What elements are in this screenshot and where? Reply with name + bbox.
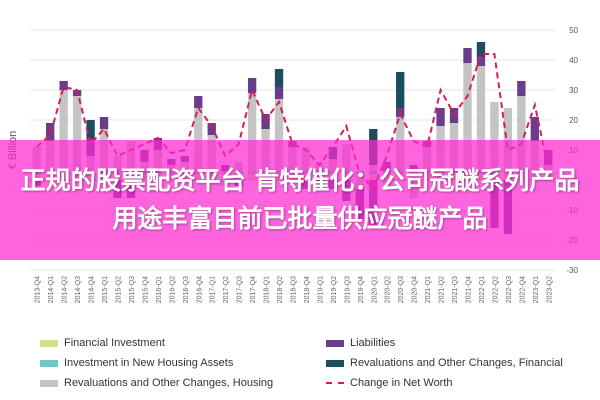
x-tick-label: 2016-Q4: [196, 276, 203, 303]
bar-liabilities: [194, 96, 203, 108]
legend-swatch-new-housing: [40, 359, 58, 367]
legend-swatch-reval-housing: [40, 379, 58, 387]
bar-liabilities: [247, 78, 257, 93]
legend-item-new-housing: Investment in New Housing Assets: [40, 353, 233, 373]
legend-item-reval-financial: Revaluations and Other Changes, Financia…: [326, 353, 563, 373]
overlay-banner: 正规的股票配资平台 肯特催化：公司冠醚系列产品用途丰富目前已批量供应冠醚产品: [0, 140, 600, 260]
x-tick-label: 2015-Q1: [102, 276, 109, 303]
bar-revaluations-and-other-changes-housing: [194, 108, 203, 171]
bar-revaluations-and-other-changes-financial: [274, 69, 284, 87]
bar-revaluations-and-other-changes-housing: [247, 93, 257, 171]
bar-revaluations-and-other-changes-housing: [59, 90, 68, 168]
x-tick-label: 2014-Q3: [75, 276, 82, 303]
legend-item-reval-housing: Revaluations and Other Changes, Housing: [40, 373, 273, 393]
legend-label: Financial Investment: [64, 337, 165, 349]
legend-swatch-financial-investment: [40, 339, 58, 347]
bar-liabilities: [59, 81, 68, 90]
legend-label: Revaluations and Other Changes, Housing: [64, 377, 274, 389]
y-tick-label: 30: [569, 86, 578, 95]
x-tick-label: 2021-Q1: [425, 276, 432, 303]
x-tick-label: 2015-Q3: [129, 276, 136, 303]
x-tick-label: 2018-Q2: [277, 276, 284, 303]
x-tick-label: 2020-Q3: [398, 276, 405, 303]
bar-revaluations-and-other-changes-financial: [86, 120, 95, 138]
legend: Financial Investment Investment in New H…: [0, 330, 600, 400]
x-tick-label: 2017-Q2: [223, 276, 230, 303]
x-tick-label: 2022-Q4: [519, 276, 526, 303]
legend-swatch-liabilities: [326, 339, 344, 347]
legend-label: Investment in New Housing Assets: [64, 357, 234, 369]
x-tick-labels: 2013-Q4 2014-Q1 2014-Q2 2014-Q3 2014-Q4 2015-…: [35, 276, 554, 303]
bar-liabilities: [517, 81, 526, 96]
legend-item-liabilities: Liabilities: [326, 333, 395, 353]
bar-revaluations-and-other-changes-financial: [396, 72, 405, 108]
x-tick-label: 2013-Q4: [35, 276, 42, 303]
y-tick-label: 50: [569, 26, 578, 35]
legend-item-financial-investment: Financial Investment: [40, 333, 165, 353]
x-tick-label: 2019-Q3: [344, 276, 351, 303]
x-tick-label: 2022-Q2: [492, 276, 499, 303]
x-tick-label: 2019-Q4: [358, 276, 365, 303]
x-tick-label: 2021-Q3: [452, 276, 459, 303]
x-tick-label: 2015-Q4: [142, 276, 149, 303]
x-tick-label: 2021-Q2: [439, 276, 446, 303]
x-tick-label: 2017-Q1: [210, 276, 217, 303]
y-tick-label: -30: [566, 266, 578, 275]
x-tick-label: 2022-Q3: [506, 276, 513, 303]
x-tick-label: 2020-Q4: [412, 276, 419, 303]
x-tick-label: 2016-Q1: [156, 276, 163, 303]
bar-revaluations-and-other-changes-housing: [517, 96, 526, 171]
banner-headline: 正规的股票配资平台 肯特催化：公司冠醚系列产品用途丰富目前已批量供应冠醚产品: [20, 166, 580, 233]
bar-liabilities: [530, 117, 539, 141]
x-tick-label: 2023-Q2: [546, 276, 553, 303]
bar-revaluations-and-other-changes-housing: [490, 102, 499, 171]
bar-revaluations-and-other-changes-housing: [274, 99, 284, 171]
x-tick-label: 2020-Q2: [385, 276, 392, 303]
bar-liabilities: [463, 48, 472, 63]
x-tick-label: 2014-Q1: [48, 276, 55, 303]
bar-liabilities: [207, 123, 216, 135]
y-tick-label: 20: [569, 116, 578, 125]
x-tick-label: 2016-Q3: [183, 276, 190, 303]
y-tick-label: 40: [569, 56, 578, 65]
legend-label: Change in Net Worth: [350, 377, 453, 389]
x-tick-label: 2017-Q4: [250, 276, 257, 303]
x-tick-label: 2014-Q4: [89, 276, 96, 303]
x-tick-label: 2017-Q3: [237, 276, 244, 303]
bar-liabilities: [436, 108, 445, 126]
legend-label: Revaluations and Other Changes, Financia…: [350, 357, 563, 369]
x-tick-label: 2021-Q4: [466, 276, 473, 303]
x-tick-label: 2018-Q3: [291, 276, 298, 303]
x-tick-label: 2022-Q1: [479, 276, 486, 303]
bar-liabilities: [476, 57, 486, 66]
x-tick-label: 2020-Q1: [371, 276, 378, 303]
x-tick-label: 2019-Q1: [317, 276, 324, 303]
bar-liabilities: [274, 87, 284, 99]
bar-revaluations-and-other-changes-financial: [476, 42, 486, 57]
x-tick-label: 2015-Q2: [116, 276, 123, 303]
legend-swatch-net-worth: [326, 382, 344, 384]
legend-label: Liabilities: [350, 337, 396, 349]
x-tick-label: 2016-Q2: [169, 276, 176, 303]
x-tick-label: 2019-Q2: [331, 276, 338, 303]
x-tick-label: 2023-Q1: [533, 276, 540, 303]
legend-swatch-reval-financial: [326, 359, 344, 367]
legend-item-net-worth: Change in Net Worth: [326, 373, 453, 393]
x-tick-label: 2018-Q4: [304, 276, 311, 303]
bar-revaluations-and-other-changes-housing: [476, 66, 486, 171]
x-tick-label: 2014-Q2: [62, 276, 69, 303]
x-tick-label: 2018-Q1: [264, 276, 271, 303]
bar-liabilities: [99, 117, 109, 129]
bar-revaluations-and-other-changes-housing: [463, 63, 472, 171]
bar-revaluations-and-other-changes-housing: [503, 108, 513, 171]
bar-revaluations-and-other-changes-housing: [72, 96, 82, 171]
